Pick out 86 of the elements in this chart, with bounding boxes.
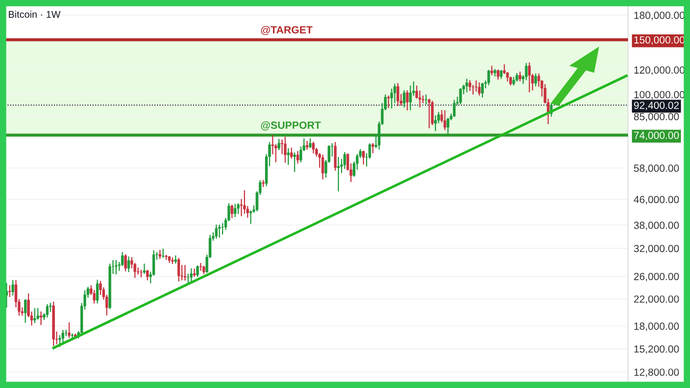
candlestick <box>474 80 478 92</box>
candlestick <box>262 180 265 187</box>
y-tick-label: 22,000.00 <box>634 295 679 304</box>
candlestick <box>96 280 99 304</box>
candlestick <box>290 148 293 159</box>
y-tick-label: 150,000.00 <box>634 36 685 45</box>
candlestick <box>406 90 409 110</box>
candlestick <box>186 274 190 283</box>
candlestick <box>33 308 36 324</box>
candlestick <box>114 260 118 274</box>
candlestick <box>199 263 202 271</box>
y-tick-label: 46,000.00 <box>634 196 679 204</box>
candlestick <box>40 312 42 326</box>
candlestick <box>243 190 246 214</box>
y-tick-label: 26,000.00 <box>634 272 679 282</box>
candlestick <box>218 224 221 238</box>
candlestick <box>428 98 431 128</box>
ref-line-label: @TARGET <box>261 26 313 36</box>
candlestick <box>321 154 324 180</box>
candlestick <box>230 204 234 218</box>
y-tick-label: 58,000.00 <box>634 164 679 174</box>
candlestick <box>481 82 484 98</box>
candlestick <box>487 70 490 86</box>
candlestick <box>524 63 528 80</box>
candlestick <box>459 88 462 104</box>
candlestick <box>293 152 296 172</box>
candlestick <box>24 299 27 323</box>
candlestick <box>430 100 434 126</box>
candlestick <box>8 285 12 298</box>
y-tick-label: 92,400.02 <box>634 102 679 110</box>
candlestick <box>387 96 390 108</box>
candlestick <box>221 223 224 234</box>
candlestick <box>465 78 468 92</box>
candlestick <box>434 115 437 132</box>
candlestick <box>452 100 456 117</box>
candlestick <box>528 62 531 92</box>
candlestick <box>46 304 49 318</box>
candlestick <box>190 268 193 283</box>
candlestick <box>142 264 146 274</box>
y-tick-label: 15,200.00 <box>634 345 679 354</box>
candlestick <box>444 110 446 130</box>
candlestick <box>196 266 199 277</box>
candlestick <box>468 80 472 91</box>
y-tick-label: 38,000.00 <box>634 222 679 230</box>
chart-title: Bitcoin · 1W <box>8 10 60 18</box>
candlestick <box>236 203 240 214</box>
ref-line-label: @SUPPORT <box>261 121 321 130</box>
candlestick <box>234 204 236 218</box>
y-tick-label: 180,000.00 <box>634 12 685 20</box>
candlestick <box>312 142 315 154</box>
candlestick <box>68 322 71 338</box>
candlestick <box>334 142 337 171</box>
candlestick <box>162 248 164 258</box>
candlestick <box>11 280 14 296</box>
candlestick <box>372 143 374 154</box>
candlestick <box>286 148 290 165</box>
y-tick-label: 85,000.00 <box>634 112 679 122</box>
candlestick <box>396 83 400 106</box>
candlestick <box>214 224 218 239</box>
candlestick <box>36 308 40 320</box>
candlestick <box>478 82 481 96</box>
candlestick <box>278 138 280 150</box>
candlestick <box>177 258 180 282</box>
y-tick-label: 32,000.00 <box>634 244 679 254</box>
y-tick-label: 100,000.00 <box>634 91 685 100</box>
candlestick <box>402 90 406 108</box>
y-tick-label: 12,800.00 <box>634 368 679 378</box>
candlestick <box>424 94 428 104</box>
candlestick <box>284 136 287 163</box>
y-tick-label: 74,000.00 <box>634 132 679 140</box>
y-tick-label: 120,000.00 <box>634 66 685 75</box>
candlestick <box>136 267 140 274</box>
candlestick <box>127 256 130 272</box>
candlestick <box>140 270 143 278</box>
candlestick <box>343 152 346 169</box>
candlestick <box>184 265 186 281</box>
candlestick <box>124 254 127 272</box>
candlestick <box>296 151 300 164</box>
y-tick-label: 18,000.00 <box>634 322 679 332</box>
candlestick <box>496 70 500 80</box>
candlestick <box>337 156 340 192</box>
candlestick <box>534 73 537 86</box>
candlestick <box>164 254 168 260</box>
candlestick <box>409 86 412 110</box>
candlestick <box>362 150 365 164</box>
candlestick <box>146 270 149 280</box>
